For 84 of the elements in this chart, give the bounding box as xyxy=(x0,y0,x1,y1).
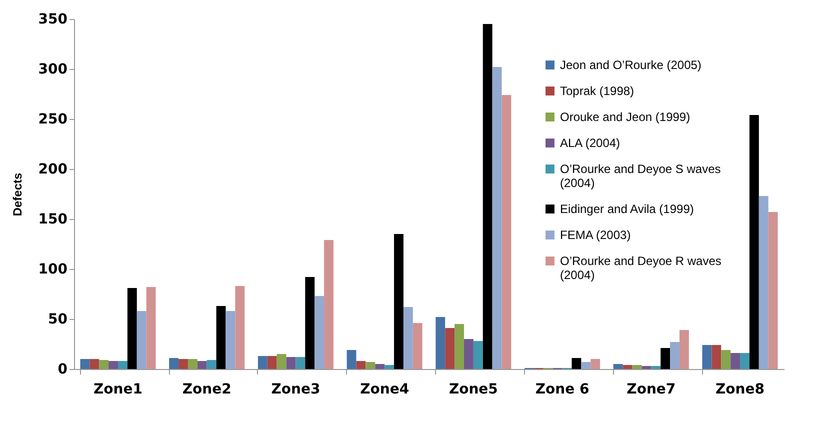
legend-label: Toprak (1998) xyxy=(560,84,634,98)
bar xyxy=(146,287,156,369)
bar xyxy=(258,356,268,369)
bar xyxy=(366,362,376,369)
x-tick-label: Zone2 xyxy=(182,382,232,398)
bar xyxy=(90,359,100,369)
bar xyxy=(394,234,404,369)
bar xyxy=(730,353,740,369)
bar xyxy=(660,348,670,369)
bar xyxy=(286,357,296,369)
y-tick-label: 300 xyxy=(38,62,68,78)
bar xyxy=(384,365,394,369)
bar xyxy=(412,323,422,369)
bar xyxy=(581,362,591,369)
bar xyxy=(572,358,582,369)
bar xyxy=(473,341,483,369)
y-tick-label: 0 xyxy=(58,362,68,378)
bar xyxy=(502,95,512,369)
bar xyxy=(136,311,146,369)
bar xyxy=(356,361,366,369)
bar xyxy=(740,353,750,369)
legend-label: Orouke and Jeon (1999) xyxy=(560,110,690,124)
bar xyxy=(108,361,118,369)
bar xyxy=(80,359,90,369)
bar xyxy=(642,366,652,369)
bar xyxy=(454,324,464,369)
bar xyxy=(702,345,712,369)
bar xyxy=(464,339,474,369)
bar xyxy=(749,115,759,369)
bar xyxy=(314,296,324,369)
bar xyxy=(324,240,334,369)
bar xyxy=(216,306,226,369)
x-tick-label: Zone3 xyxy=(271,382,320,398)
bar xyxy=(305,277,315,369)
bar xyxy=(346,350,356,369)
bar xyxy=(296,357,306,369)
bar xyxy=(403,307,413,369)
bar xyxy=(445,328,455,369)
bar xyxy=(721,350,731,369)
bar xyxy=(118,361,128,369)
bar xyxy=(670,342,680,369)
bar xyxy=(482,24,492,369)
bar xyxy=(178,359,188,369)
bar xyxy=(188,359,198,369)
legend-label: ALA (2004) xyxy=(560,136,620,150)
bar xyxy=(226,311,236,369)
y-tick-label: 100 xyxy=(38,262,68,278)
bar xyxy=(206,360,216,369)
bar xyxy=(375,364,385,369)
bar xyxy=(276,354,286,369)
bar xyxy=(651,366,661,369)
legend-label: O’Rourke and Deyoe S waves (2004) xyxy=(560,162,721,190)
y-tick-label: 350 xyxy=(38,12,68,28)
y-tick-label: 200 xyxy=(38,162,68,178)
bar xyxy=(590,359,600,369)
bar xyxy=(768,212,778,369)
bar xyxy=(613,364,623,369)
x-tick-label: Zone7 xyxy=(626,382,676,398)
x-tick-label: Zone5 xyxy=(448,382,498,398)
bar xyxy=(169,358,179,369)
legend-label: Jeon and O’Rourke (2005) xyxy=(560,58,702,72)
bar xyxy=(235,286,245,369)
y-tick-label: 150 xyxy=(38,212,68,228)
bar xyxy=(436,317,446,369)
bar xyxy=(758,196,768,369)
legend-label: O’Rourke and Deyoe R waves (2004) xyxy=(560,254,722,282)
y-tick-label: 50 xyxy=(48,312,68,328)
x-tick-label: Zone8 xyxy=(716,382,765,398)
legend-label: Eidinger and Avila (1999) xyxy=(560,202,694,216)
bar xyxy=(267,356,277,369)
x-tick-label: Zone 6 xyxy=(535,382,590,398)
y-tick-label: 250 xyxy=(38,112,68,128)
bar xyxy=(492,67,502,369)
bar xyxy=(632,365,642,369)
bar xyxy=(127,288,137,369)
x-tick-label: Zone4 xyxy=(360,382,410,398)
y-axis-title: Defects xyxy=(10,172,24,216)
bar xyxy=(622,365,632,369)
bar xyxy=(99,360,109,369)
bar xyxy=(712,345,722,369)
x-tick-label: Zone1 xyxy=(93,382,142,398)
legend-label: FEMA (2003) xyxy=(560,228,631,242)
bar xyxy=(679,330,689,369)
bar xyxy=(197,361,207,369)
